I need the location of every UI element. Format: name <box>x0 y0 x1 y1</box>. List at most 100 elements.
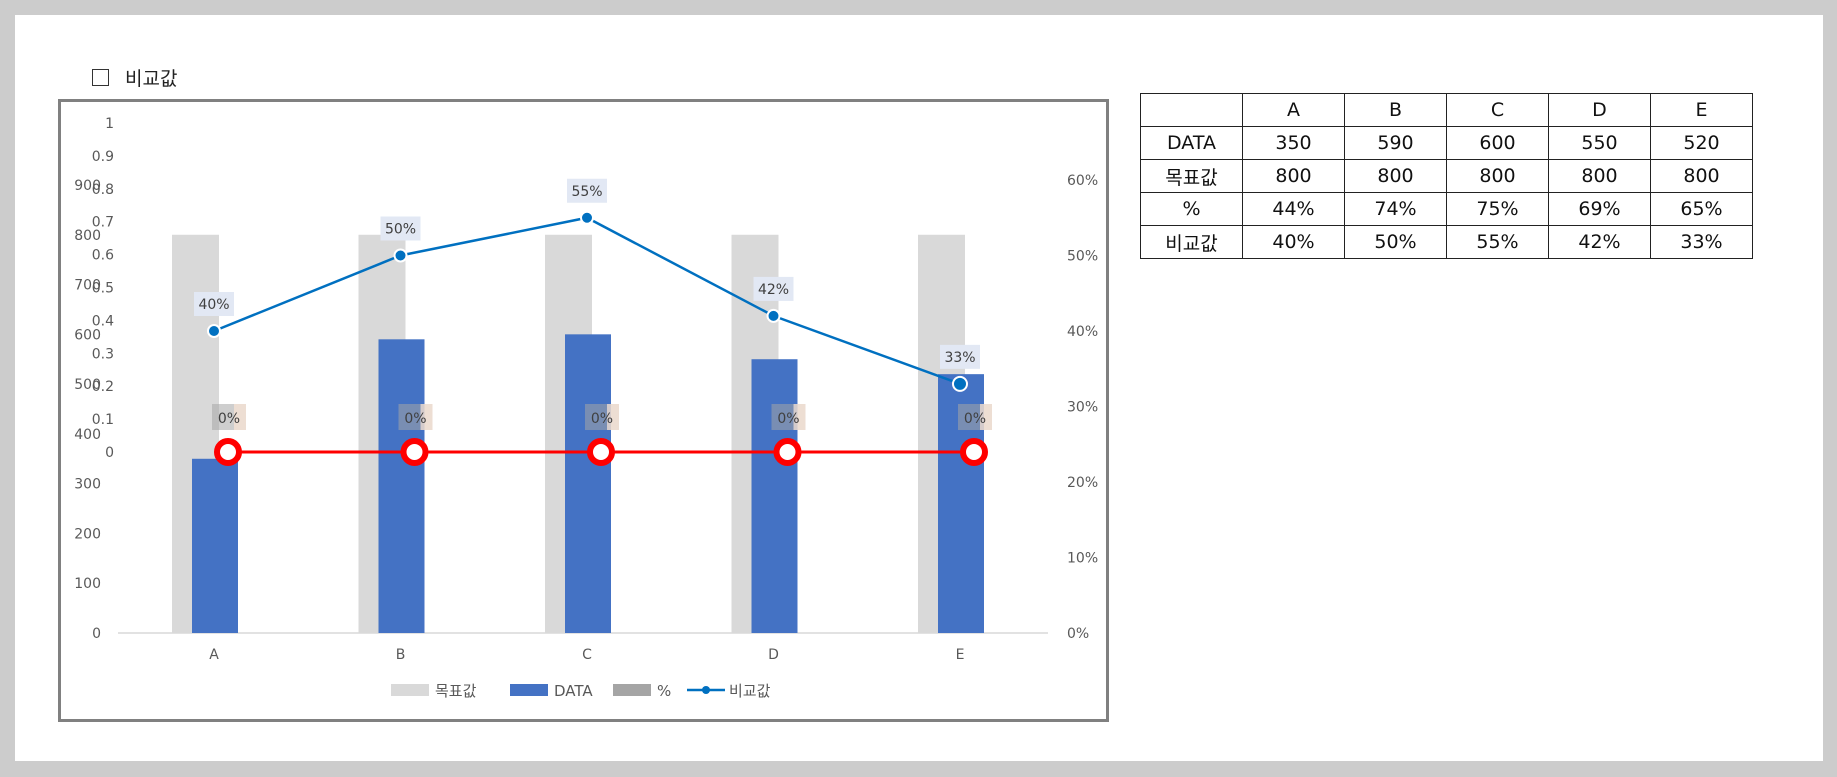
x-category-label: B <box>396 647 406 663</box>
table-cell[interactable]: 550 <box>1548 126 1651 160</box>
percent-data-label: 0% <box>218 411 240 427</box>
table-cell[interactable]: 44% <box>1242 192 1345 226</box>
table-row: % 44% 74% 75% 69% 65% <box>1140 192 1753 226</box>
table-cell[interactable]: 74% <box>1344 192 1447 226</box>
table-cell[interactable]: 42% <box>1548 225 1651 259</box>
table-cell[interactable]: DATA <box>1140 126 1243 160</box>
compare-point-marker <box>393 248 408 263</box>
table-cell[interactable]: 350 <box>1242 126 1345 160</box>
data-bar <box>378 339 425 633</box>
compare-data-label-box <box>567 178 607 203</box>
percent-point-marker <box>214 438 242 466</box>
table-cell[interactable]: 목표값 <box>1140 159 1243 193</box>
percent-point-marker <box>400 438 429 466</box>
left-axis-tick-label: 0 <box>92 626 101 642</box>
left-axis-tick-label: 500 <box>74 377 101 393</box>
right-axis-tick-label: 60% <box>1067 173 1098 189</box>
data-table: A B C D E DATA 350 590 600 550 520 목표값 800 800 800 800 8… <box>1140 93 1753 259</box>
percent-data-label: 0% <box>964 411 986 427</box>
compare-data-label: 40% <box>198 297 229 313</box>
table-header-cell[interactable] <box>1140 93 1243 127</box>
table-header-cell[interactable]: C <box>1446 93 1549 127</box>
table-cell[interactable]: 65% <box>1650 192 1753 226</box>
legend-swatch-data <box>510 684 548 696</box>
table-cell[interactable]: 800 <box>1344 159 1447 193</box>
right-axis-tick-label: 50% <box>1067 249 1098 265</box>
x-category-label: C <box>582 647 592 663</box>
percent-data-label-box-edge <box>420 404 433 430</box>
x-category-label: A <box>209 647 219 663</box>
table-cell[interactable]: 590 <box>1344 126 1447 160</box>
compare-point-marker <box>207 324 221 338</box>
table-cell[interactable]: 33% <box>1650 225 1753 259</box>
table-cell[interactable]: 69% <box>1548 192 1651 226</box>
table-row: DATA 350 590 600 550 520 <box>1140 126 1753 160</box>
legend-swatch-target <box>391 684 429 696</box>
compare-data-label-box <box>753 276 794 301</box>
compare-data-label-box <box>940 344 980 369</box>
data-bar <box>565 334 611 633</box>
left-axis-tick-label: 700 <box>74 278 101 294</box>
table-header-cell[interactable]: B <box>1344 93 1447 127</box>
table-cell[interactable]: % <box>1140 192 1243 226</box>
compare-checkbox-control[interactable]: 비교값 <box>92 64 177 91</box>
table-header-cell[interactable]: E <box>1650 93 1753 127</box>
percent-data-label: 0% <box>591 411 613 427</box>
table-header-cell[interactable]: A <box>1242 93 1345 127</box>
compare-data-label: 42% <box>758 282 789 298</box>
compare-checkbox-label: 비교값 <box>125 68 178 90</box>
inner-axis-tick-label: 0.7 <box>92 215 114 231</box>
legend-label-compare: 비교값 <box>729 682 771 700</box>
legend-swatch-compare-marker <box>702 686 710 694</box>
inner-axis-tick-label: 0.4 <box>92 313 114 329</box>
percent-data-label: 0% <box>777 411 799 427</box>
data-bar <box>192 458 238 633</box>
table-cell[interactable]: 40% <box>1242 225 1345 259</box>
inner-axis-tick-label: 0 <box>105 445 114 461</box>
compare-point-marker <box>766 308 781 323</box>
percent-point-marker <box>587 438 615 466</box>
table-cell[interactable]: 800 <box>1650 159 1753 193</box>
inner-axis-tick-label: 0.3 <box>92 346 114 362</box>
right-axis-tick-label: 10% <box>1067 551 1098 567</box>
legend-label-percent: % <box>657 682 671 700</box>
compare-point-marker <box>952 375 968 392</box>
percent-data-label-box-edge <box>793 404 806 430</box>
table-cell[interactable]: 75% <box>1446 192 1549 226</box>
inner-axis-tick-label: 0.6 <box>92 248 114 264</box>
table-cell[interactable]: 520 <box>1650 126 1753 160</box>
chart-area[interactable]: 0 100 200 300 400 500 600 700 800 900 0 0.1 0.2 0.3 0.… <box>58 99 1109 722</box>
table-cell[interactable]: 비교값 <box>1140 225 1243 259</box>
compare-data-label: 33% <box>944 350 975 366</box>
x-category-label: E <box>956 647 965 663</box>
inner-axis-tick-label: 0.9 <box>92 149 114 165</box>
table-cell[interactable]: 800 <box>1446 159 1549 193</box>
compare-checkbox[interactable] <box>92 69 109 86</box>
percent-point-marker <box>773 438 802 466</box>
combo-chart: 0 100 200 300 400 500 600 700 800 900 0 0.1 0.2 0.3 0.… <box>74 116 1098 700</box>
left-axis-tick-label: 300 <box>74 477 101 493</box>
left-axis-tick-label: 100 <box>74 576 101 592</box>
legend-swatch-percent <box>613 684 651 696</box>
table-header-cell[interactable]: D <box>1548 93 1651 127</box>
inner-axis-tick-label: 0.8 <box>92 182 114 198</box>
table-cell[interactable]: 800 <box>1242 159 1345 193</box>
table-row: 비교값 40% 50% 55% 42% 33% <box>1140 225 1753 259</box>
table-cell[interactable]: 600 <box>1446 126 1549 160</box>
percent-data-label: 0% <box>404 411 426 427</box>
left-axis-tick-label: 900 <box>74 178 101 194</box>
left-axis-tick-label: 600 <box>74 327 101 343</box>
table-cell[interactable]: 55% <box>1446 225 1549 259</box>
legend-label-target: 목표값 <box>435 682 477 700</box>
compare-point-marker <box>580 210 594 225</box>
left-axis-tick-label: 400 <box>74 427 101 443</box>
percent-data-label-box-edge <box>234 404 246 430</box>
table-cell[interactable]: 800 <box>1548 159 1651 193</box>
left-axis-tick-label: 800 <box>74 228 101 244</box>
worksheet: 비교값 0 100 200 300 400 500 600 700 800 900 0 0.1 0.2 0… <box>15 15 1823 761</box>
inner-axis-tick-label: 0.5 <box>92 281 114 297</box>
right-axis-tick-label: 20% <box>1067 475 1098 491</box>
right-axis-tick-label: 30% <box>1067 400 1098 416</box>
table-cell[interactable]: 50% <box>1344 225 1447 259</box>
